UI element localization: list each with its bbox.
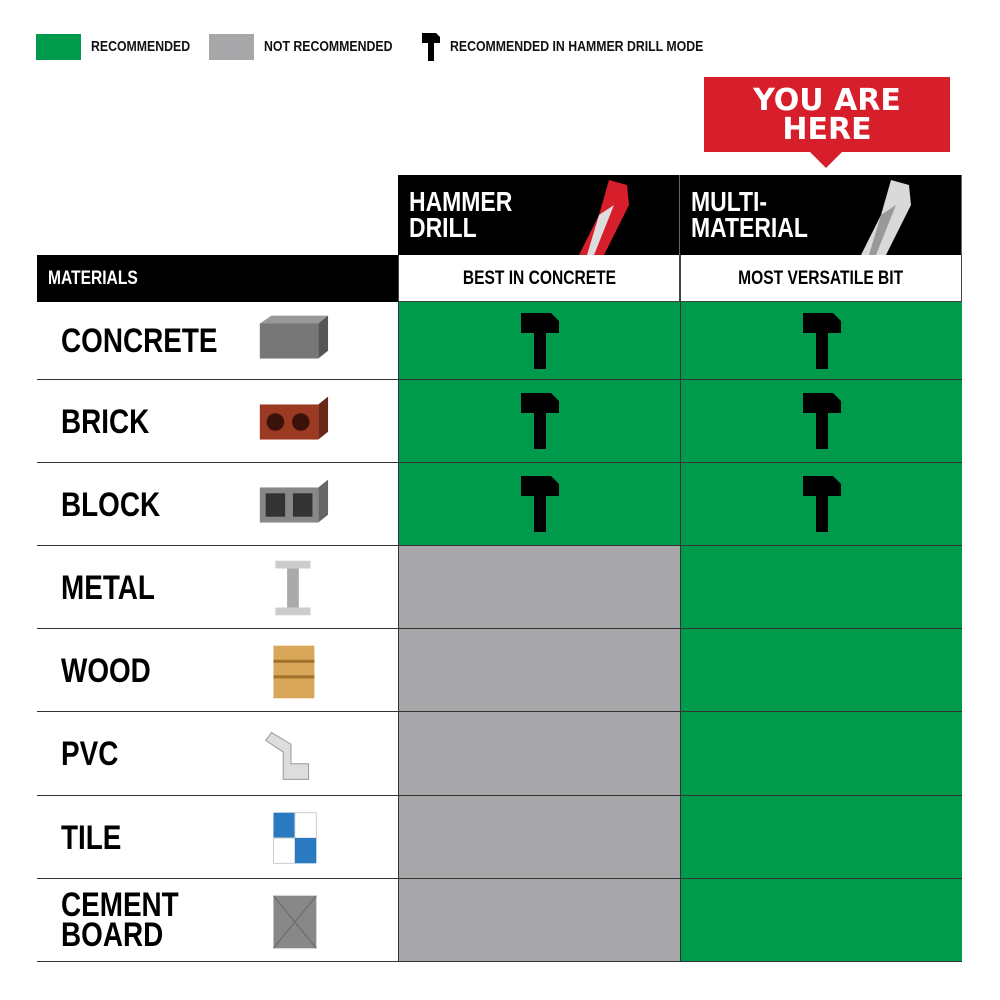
hammer-icon (802, 476, 841, 532)
hammer-icon (520, 393, 559, 449)
you-are-here-callout: YOU ARE HERE (704, 77, 950, 168)
material-name: WOOD (61, 651, 151, 690)
hammer-icon (520, 476, 559, 532)
hammer-icon (520, 312, 559, 369)
material-name: TILE (61, 818, 122, 857)
cell-multi-material-recommended (680, 629, 962, 711)
cell-hammer-drill-not_recommended (398, 546, 680, 628)
material-row-brick: BRICK (37, 380, 962, 463)
concrete-image (259, 315, 329, 359)
brick-image (259, 396, 329, 440)
legend-label-recommended: RECOMMENDED (91, 38, 191, 55)
material-row-wood: WOOD (37, 629, 962, 712)
column-header-hammer-drill: HAMMER DRILL (398, 175, 680, 255)
cell-multi-material-recommended (680, 712, 962, 795)
cell-hammer-drill-hammer (398, 380, 680, 462)
hammer-drill-bit-image (579, 180, 629, 255)
legend-label-hammer-mode: RECOMMENDED IN HAMMER DRILL MODE (450, 38, 704, 55)
column-title: MULTI- MATERIAL (691, 186, 808, 243)
callout-line1: YOU ARE (753, 83, 901, 118)
legend: RECOMMENDED NOT RECOMMENDED RECOMMENDED … (36, 32, 759, 61)
subtitle-multi-material: MOST VERSATILE BIT (680, 255, 962, 302)
pvc-image (264, 731, 310, 780)
cell-multi-material-recommended (680, 546, 962, 628)
cell-hammer-drill-not_recommended (398, 796, 680, 878)
material-row-cement-board: CEMENT BOARD (37, 879, 962, 962)
hammer-icon (802, 393, 841, 449)
legend-label-not-recommended: NOT RECOMMENDED (264, 38, 393, 55)
metal-image (275, 560, 311, 615)
material-row-concrete: CONCRETE (37, 302, 962, 380)
multi-material-bit-image (861, 180, 911, 255)
material-row-metal: METAL (37, 546, 962, 629)
column-header-multi-material: MULTI- MATERIAL (680, 175, 962, 255)
material-row-tile: TILE (37, 796, 962, 879)
legend-swatch-not-recommended (209, 33, 254, 60)
materials-header: MATERIALS (37, 255, 398, 302)
cell-multi-material-recommended (680, 879, 962, 961)
wood-image (273, 645, 315, 698)
legend-swatch-recommended (36, 33, 81, 60)
tile-image (272, 811, 317, 864)
cell-multi-material-hammer (680, 463, 962, 545)
cell-hammer-drill-not_recommended (398, 712, 680, 795)
cell-hammer-drill-hammer (398, 302, 680, 379)
material-name: METAL (61, 568, 155, 607)
cell-hammer-drill-not_recommended (398, 629, 680, 711)
hammer-icon (802, 312, 841, 369)
cell-hammer-drill-not_recommended (398, 879, 680, 961)
hammer-icon (422, 32, 440, 61)
cell-multi-material-recommended (680, 796, 962, 878)
subtitle-hammer-drill: BEST IN CONCRETE (398, 255, 680, 302)
material-row-pvc: PVC (37, 712, 962, 796)
material-name: PVC (61, 735, 119, 773)
callout-line2: HERE (782, 112, 872, 147)
block-image (259, 479, 329, 523)
material-name: BLOCK (61, 485, 161, 524)
cell-multi-material-hammer (680, 380, 962, 462)
cell-hammer-drill-hammer (398, 463, 680, 545)
material-row-block: BLOCK (37, 463, 962, 546)
cement-board-image (273, 894, 317, 949)
material-name: CONCRETE (61, 322, 218, 360)
material-name: BRICK (61, 402, 150, 441)
cell-multi-material-hammer (680, 302, 962, 379)
material-name: CEMENT BOARD (61, 885, 179, 954)
column-title: HAMMER DRILL (409, 186, 513, 243)
